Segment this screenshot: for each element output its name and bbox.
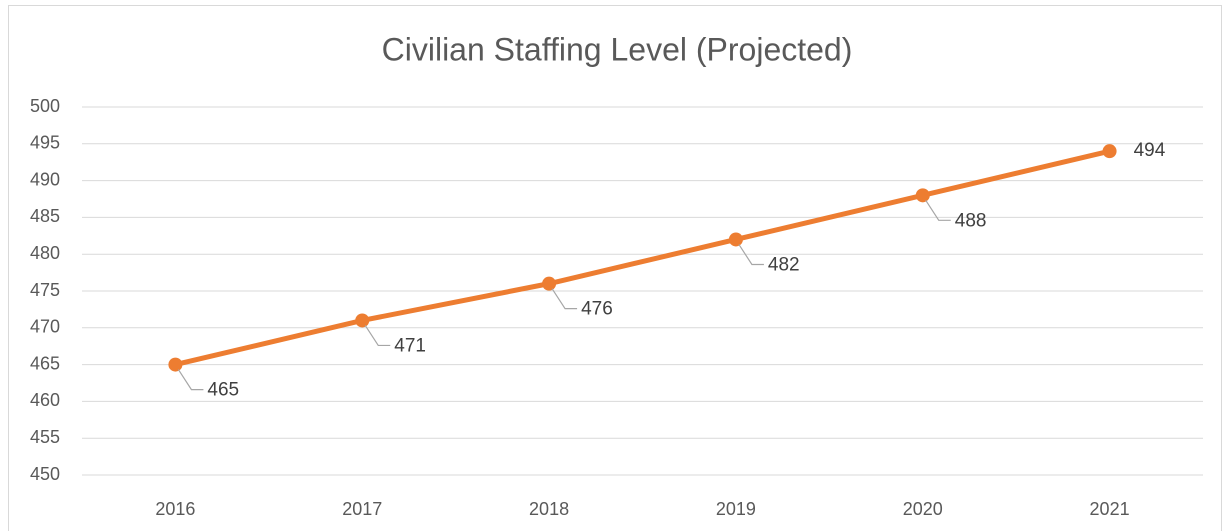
x-tick-label: 2017 (342, 499, 382, 519)
y-tick-label: 490 (30, 169, 60, 189)
leader-line (364, 325, 391, 347)
leader-line (738, 244, 764, 266)
x-tick-label: 2016 (155, 499, 195, 519)
x-tick-label: 2020 (903, 499, 943, 519)
data-label: 482 (768, 254, 800, 275)
series-line (174, 148, 1111, 368)
data-point (168, 357, 183, 372)
y-tick-label: 480 (30, 243, 60, 263)
chart-title: Civilian Staffing Level (Projected) (382, 31, 853, 67)
leader-line (177, 369, 204, 391)
leader-line (551, 288, 578, 310)
y-tick-label: 465 (30, 353, 60, 373)
y-tick-label: 450 (30, 464, 60, 484)
data-label: 465 (207, 380, 239, 401)
x-tick-label: 2019 (716, 499, 756, 519)
y-tick-label: 460 (30, 390, 60, 410)
y-tick-label: 485 (30, 206, 60, 226)
y-tick-label: 455 (30, 427, 60, 447)
data-label: 494 (1134, 140, 1166, 161)
y-tick-label: 500 (30, 96, 60, 116)
data-point (542, 276, 557, 291)
data-point (915, 188, 930, 203)
leader-line (925, 199, 951, 221)
data-point (355, 313, 370, 328)
data-label: 488 (955, 210, 987, 231)
x-tick-label: 2018 (529, 499, 569, 519)
y-tick-label: 495 (30, 133, 60, 153)
data-point (728, 232, 743, 247)
data-label: 476 (581, 299, 613, 320)
data-point (1102, 144, 1117, 159)
data-label: 471 (394, 335, 426, 356)
y-tick-label: 470 (30, 317, 60, 337)
x-tick-label: 2021 (1090, 499, 1130, 519)
y-tick-label: 475 (30, 280, 60, 300)
